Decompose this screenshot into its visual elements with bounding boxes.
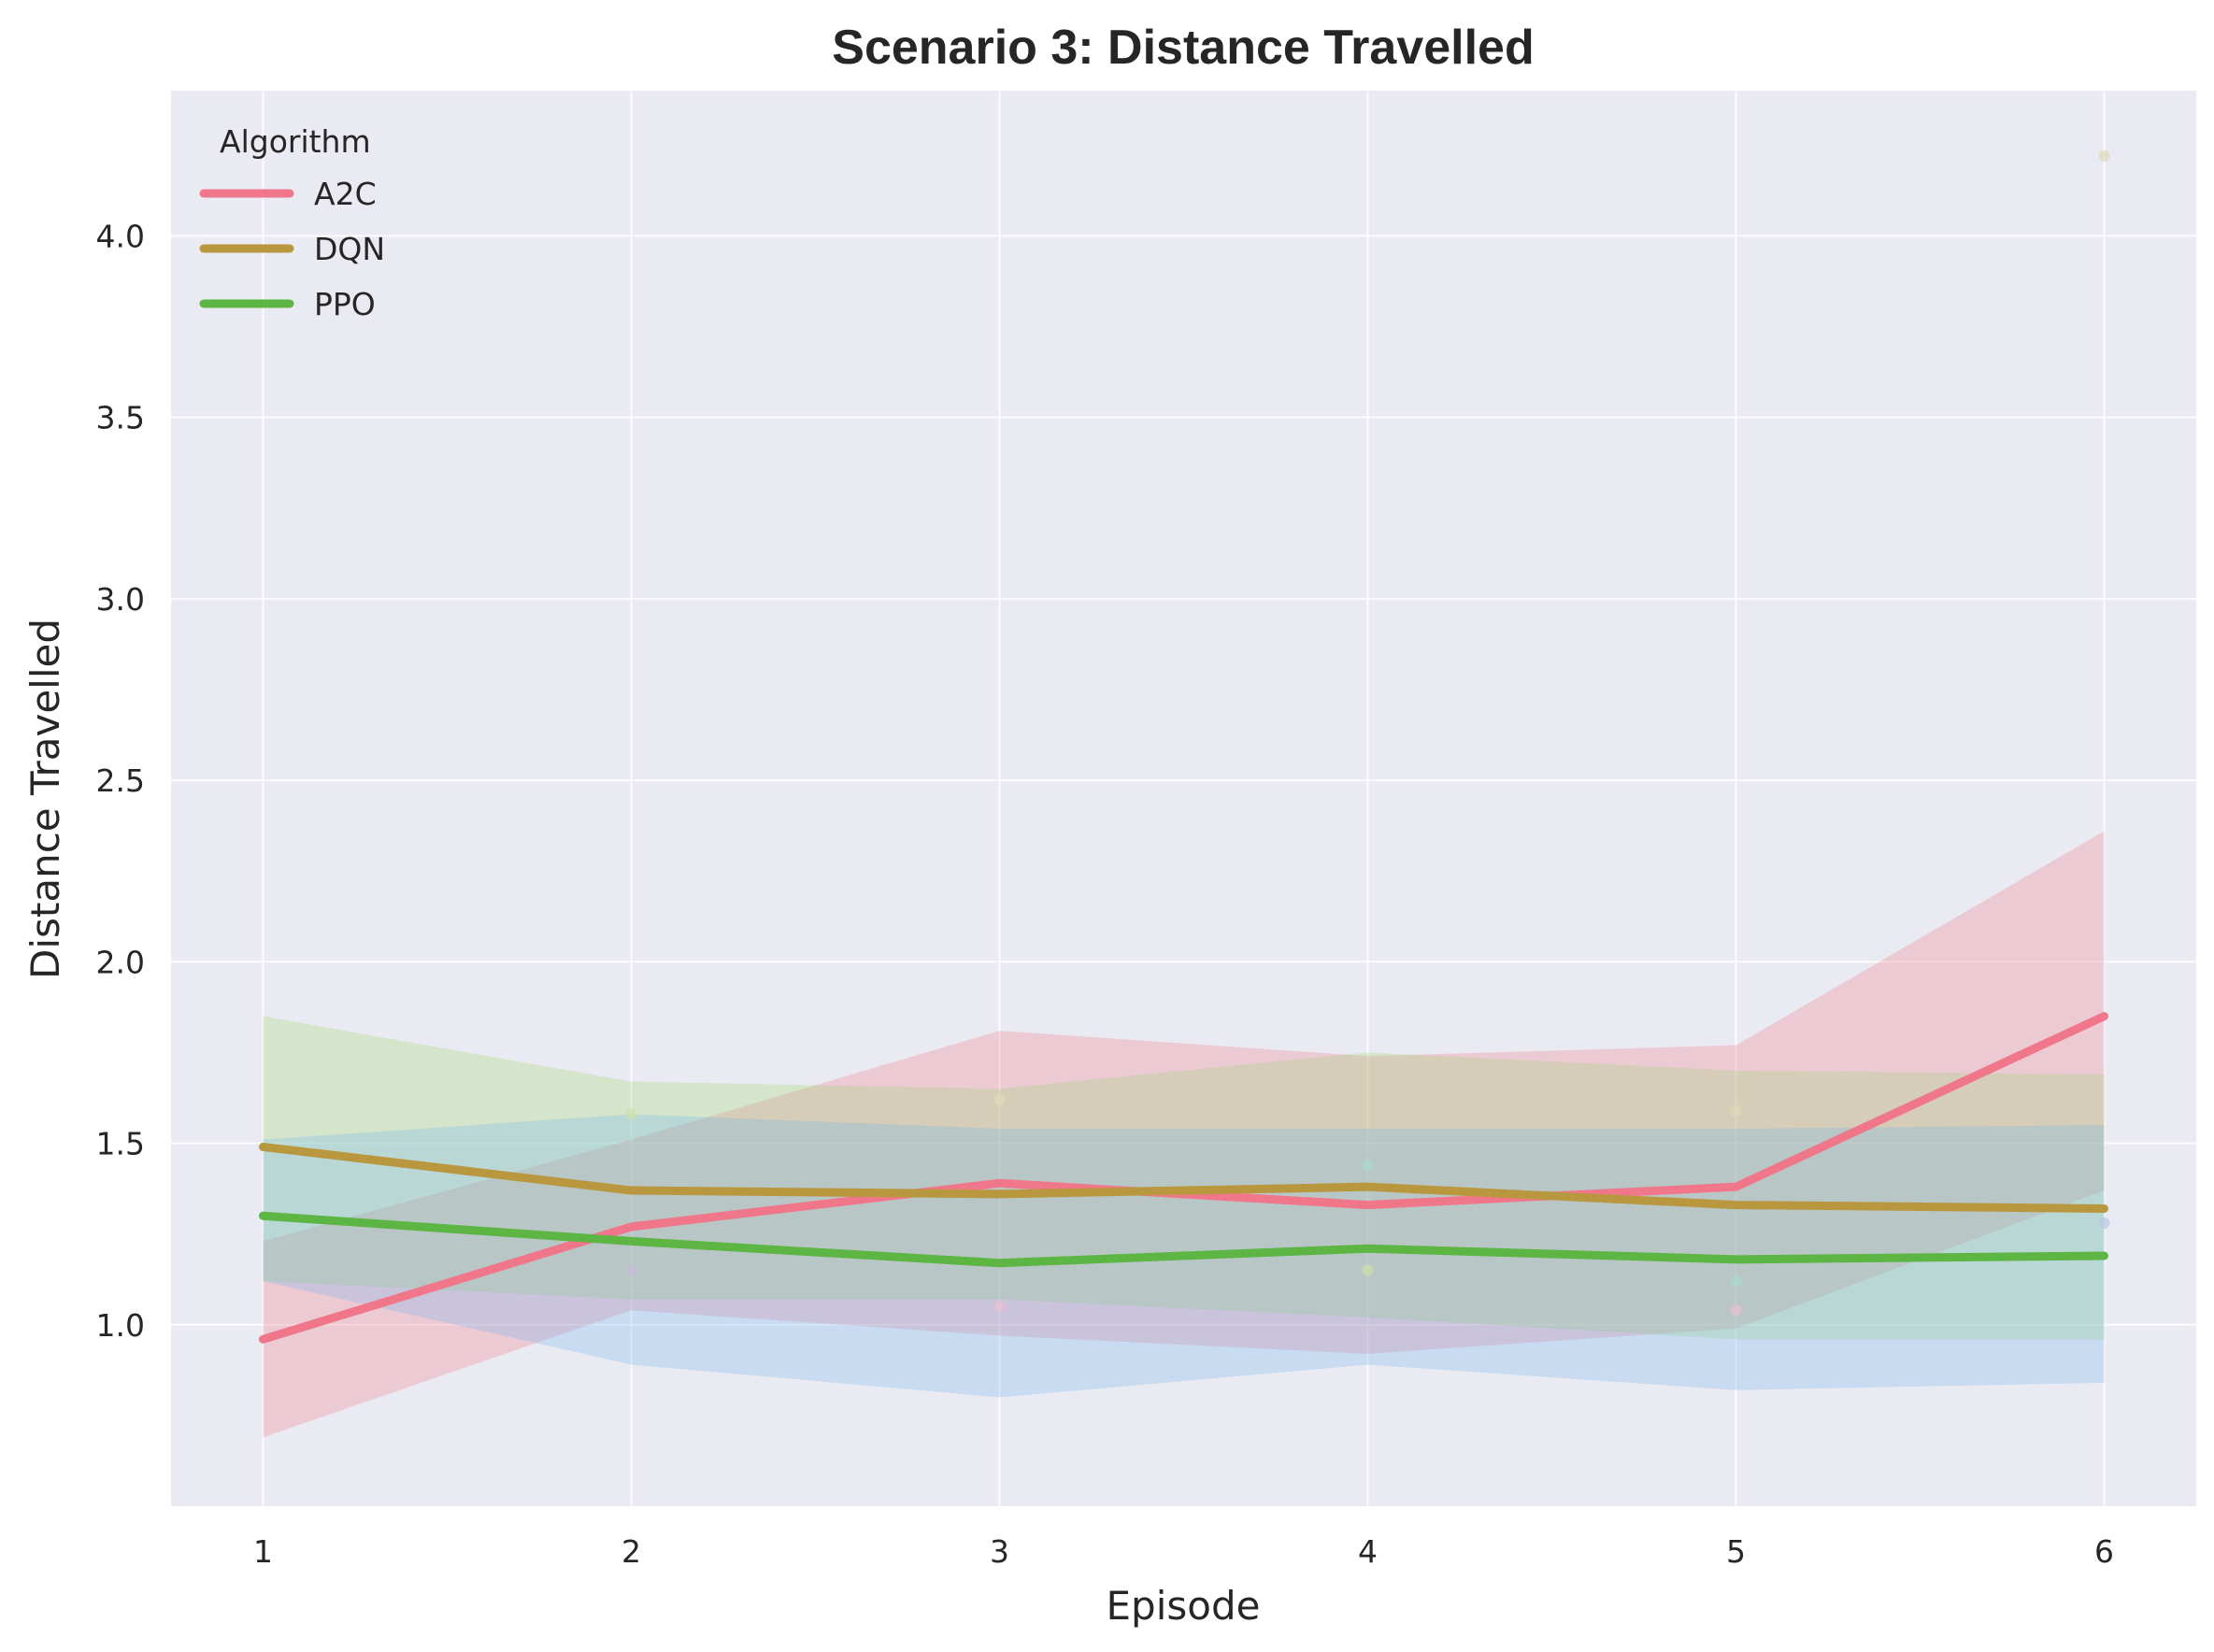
chart-title: Scenario 3: Distance Travelled	[832, 21, 1534, 75]
x-tick-label-4: 4	[1358, 1533, 1378, 1570]
y-tick-label-7: 4.0	[96, 218, 145, 254]
data-point-2	[625, 1108, 637, 1120]
y-tick-label-6: 3.5	[96, 400, 145, 436]
y-tick-labels: 1.0 1.5 2.0 2.5 3.0 3.5 4.0	[96, 218, 145, 1343]
data-point-11	[2098, 1218, 2110, 1229]
data-point-10	[1730, 1304, 1742, 1317]
plot-background	[171, 91, 2196, 1506]
x-axis-label: Episode	[1107, 1583, 1261, 1629]
data-point-8	[625, 1264, 637, 1276]
y-tick-label-1: 1.0	[96, 1307, 145, 1344]
y-tick-label-4: 2.5	[96, 762, 145, 799]
legend-title: Algorithm	[220, 123, 371, 160]
series-lines	[259, 1012, 2108, 1344]
scatter-points	[625, 150, 2110, 1317]
x-tick-label-2: 2	[621, 1533, 641, 1570]
legend: Algorithm A2C DQN PPO	[199, 123, 385, 322]
x-tick-label-5: 5	[1726, 1533, 1746, 1570]
x-tick-label-6: 6	[2094, 1533, 2114, 1570]
data-point-5	[1362, 1159, 1374, 1171]
data-point-4	[1730, 1104, 1742, 1117]
legend-label-a2c: A2C	[314, 176, 377, 212]
x-tick-label-3: 3	[990, 1533, 1009, 1570]
data-point-1	[2098, 150, 2110, 162]
line-ppo	[259, 1211, 2108, 1268]
x-tick-label-1: 1	[253, 1533, 273, 1570]
line-dqn	[259, 1142, 2108, 1213]
data-point-9	[993, 1301, 1006, 1313]
y-axis-label: Distance Travelled	[22, 619, 68, 979]
data-point-6	[1362, 1264, 1374, 1276]
y-tick-label-5: 3.0	[96, 581, 145, 618]
y-tick-label-3: 2.0	[96, 944, 145, 980]
data-point-7	[1730, 1275, 1742, 1288]
band-a2c	[263, 831, 2105, 1438]
data-point-3	[993, 1093, 1006, 1105]
legend-label-ppo: PPO	[314, 286, 376, 322]
legend-label-dqn: DQN	[314, 231, 385, 267]
y-tick-label-2: 1.5	[96, 1126, 145, 1162]
gridlines	[171, 91, 2196, 1506]
x-tick-labels: 1 2 3 4 5 6	[253, 1533, 2114, 1570]
